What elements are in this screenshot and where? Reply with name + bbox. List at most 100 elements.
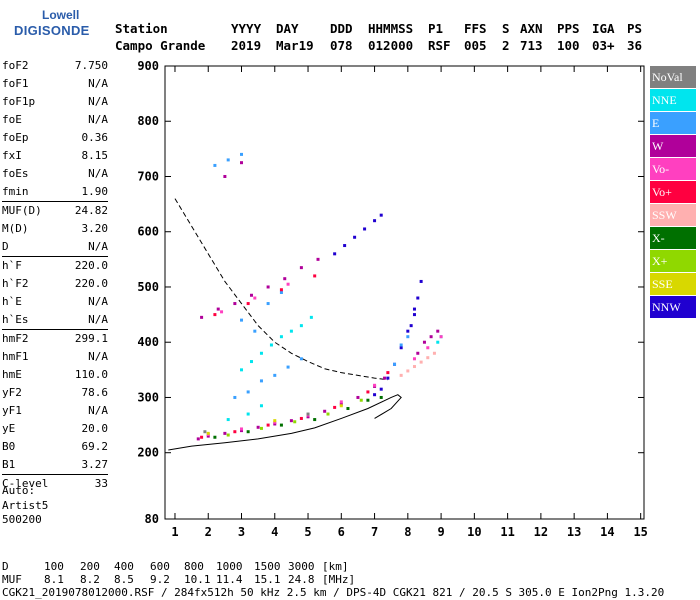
param-row: yE 20.0 [0, 420, 110, 438]
param-value: N/A [88, 350, 108, 363]
data-point [206, 434, 210, 438]
data-point [246, 412, 250, 416]
header-cell: 2 [502, 38, 510, 53]
data-point [200, 435, 204, 439]
legend-item: W [650, 135, 696, 158]
footer-cell: 600 [150, 560, 170, 573]
data-point [249, 293, 253, 297]
data-point [326, 412, 330, 416]
data-point [419, 279, 423, 283]
data-point [266, 302, 270, 306]
data-point [216, 307, 220, 311]
param-value: 220.0 [74, 259, 108, 272]
footer-cell: 400 [114, 560, 134, 573]
legend-item: SSE [650, 273, 696, 296]
x-tick-label: 13 [567, 525, 581, 539]
data-point [240, 161, 244, 165]
y-tick-label: 600 [137, 225, 159, 239]
param-value: 78.6 [81, 386, 109, 399]
legend-item: SSW [650, 204, 696, 227]
header-cell: RSF [428, 38, 451, 53]
data-point [299, 324, 303, 328]
param-key: fmin [2, 185, 29, 198]
data-point [399, 343, 403, 347]
data-point [356, 395, 360, 399]
footer-cell: 8.1 [44, 573, 64, 586]
footer-cell: [km] [322, 560, 349, 573]
param-row: h`F 220.0 [0, 257, 110, 275]
x-tick-label: 9 [437, 525, 444, 539]
footer-cell: 8.2 [80, 573, 100, 586]
header-cell: HHMMSS [368, 21, 414, 36]
data-point [240, 368, 244, 372]
ionospheric-parameters-panel: foF2 7.750 foF1 N/A foF1p N/A foE N/A foEp 0.36 fx… [0, 57, 110, 493]
x-tick-label: 2 [205, 525, 212, 539]
legend-item: X+ [650, 250, 696, 273]
data-point [226, 158, 230, 162]
data-point [240, 429, 244, 433]
x-tick-label: 8 [404, 525, 411, 539]
muf-curve [174, 198, 388, 381]
data-point [399, 373, 403, 377]
auto-code: 500200 [2, 513, 42, 526]
legend-item: Vo+ [650, 181, 696, 204]
data-point [203, 430, 207, 434]
data-point [406, 329, 410, 333]
header-cell: Campo Grande [115, 38, 206, 53]
data-point [279, 288, 283, 292]
param-key: foEp [2, 131, 29, 144]
data-point [316, 257, 320, 261]
data-point [259, 379, 263, 383]
param-key: fxI [2, 149, 22, 162]
param-row: C-level 33 [0, 475, 110, 493]
data-point [213, 163, 217, 167]
data-point [240, 152, 244, 156]
data-point [339, 404, 343, 408]
param-value: 110.0 [74, 368, 108, 381]
param-key: h`F2 [2, 277, 29, 290]
param-row: h`Es N/A [0, 311, 110, 329]
header-cell: 2019 [231, 38, 262, 53]
param-key: MUF(D) [2, 204, 42, 217]
param-value: 20.0 [81, 422, 109, 435]
param-key: yE [2, 422, 16, 435]
param-row: foEs N/A [0, 165, 110, 183]
x-tick-label: 10 [467, 525, 481, 539]
data-point [333, 252, 337, 256]
footer-cell: [MHz] [322, 573, 356, 586]
param-row: foF1 N/A [0, 75, 110, 93]
data-point [246, 390, 250, 394]
data-point [256, 425, 260, 429]
legend-item: X- [650, 227, 696, 250]
data-point [223, 431, 227, 435]
param-separator [2, 474, 108, 475]
footer-cell: 800 [184, 560, 204, 573]
legend-item: NoVal [650, 66, 696, 89]
param-row: yF2 78.6 [0, 384, 110, 402]
param-value: 1.90 [81, 185, 109, 198]
x-tick-label: 7 [371, 525, 378, 539]
data-point [289, 419, 293, 423]
data-point [366, 398, 370, 402]
footer-distance-row: D 100 200 400 600 800 1000 1500 3000 [km] [2, 560, 402, 573]
data-point [266, 285, 270, 289]
param-value: N/A [88, 313, 108, 326]
footer-cell: MUF [2, 573, 22, 586]
data-point [233, 430, 237, 434]
param-value: N/A [88, 167, 108, 180]
param-key: B0 [2, 440, 16, 453]
data-point [240, 318, 244, 322]
data-point [412, 313, 416, 317]
header-cell: PS [627, 21, 643, 36]
footer-cell: 8.5 [114, 573, 134, 586]
data-point [333, 405, 337, 409]
x-tick-label: 12 [534, 525, 548, 539]
data-point [419, 360, 423, 364]
data-point [379, 395, 383, 399]
header-cell: S [502, 21, 510, 36]
footer-cell: 9.2 [150, 573, 170, 586]
data-point [279, 291, 283, 294]
param-key: foF2 [2, 59, 29, 72]
auto-program: Artist5 [2, 498, 49, 512]
